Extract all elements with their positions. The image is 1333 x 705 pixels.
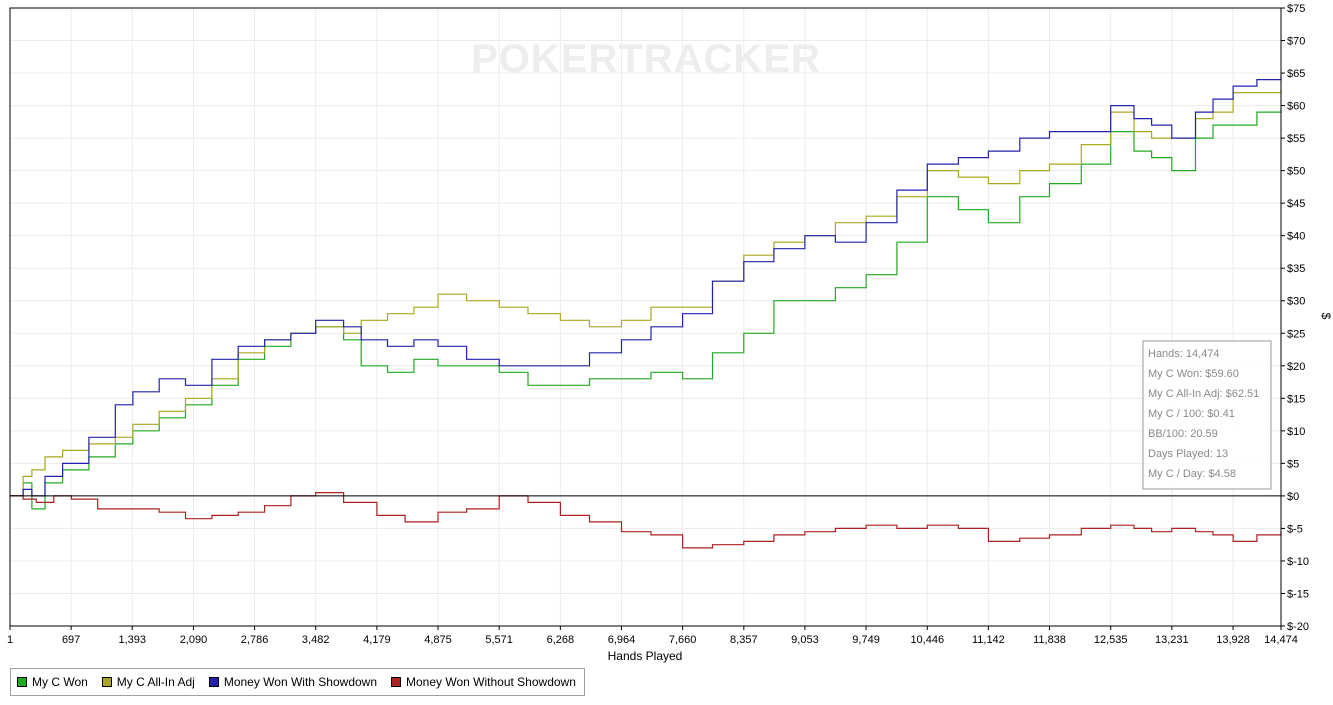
series-line-money-won-without-showdown (10, 492, 1282, 549)
x-tick-label: 2,090 (180, 634, 208, 646)
legend-swatch-green (17, 677, 27, 687)
stats-box: Hands: 14,474 My C Won: $59.60 My C All-… (1142, 340, 1272, 490)
legend-label: My C All-In Adj (116, 675, 195, 689)
x-tick-label: 3,482 (302, 634, 330, 646)
x-axis: 1 697 1,393 2,090 2,786 3,482 4,179 4,875 5,571 6… (7, 626, 1298, 646)
x-tick-label: 9,749 (852, 634, 880, 646)
stats-my-c-won: My C Won: $59.60 (1148, 368, 1239, 380)
y-tick-label: $-15 (1287, 588, 1309, 600)
legend-swatch-blue (208, 677, 219, 687)
y-tick-label: $55 (1287, 133, 1305, 145)
legend-item-with-showdown[interactable]: Money Won With Showdown (208, 675, 378, 689)
chart-legend: My C Won My C All-In Adj Money Won With … (10, 668, 585, 696)
x-tick-label: 4,179 (363, 634, 391, 646)
stats-days-played: Days Played: 13 (1148, 448, 1228, 460)
x-tick-label: 11,142 (972, 634, 1005, 646)
legend-swatch-olive (101, 677, 112, 687)
y-tick-label: $15 (1287, 393, 1305, 405)
x-tick-label: 1 (7, 634, 13, 646)
legend-label: Money Won With Showdown (223, 675, 378, 689)
y-tick-label: $20 (1287, 361, 1305, 373)
x-tick-label: 14,474 (1264, 634, 1298, 646)
y-axis-title: $ (1319, 313, 1333, 320)
y-tick-label: $70 (1287, 36, 1305, 48)
stats-all-in-adj: My C All-In Adj: $62.51 (1148, 388, 1259, 400)
legend-label: Money Won Without Showdown (406, 675, 576, 689)
y-tick-label: $-20 (1287, 621, 1309, 633)
series-line-money-won-with-showdown (10, 76, 1282, 497)
pokertracker-watermark: POKERTRACKER (471, 37, 821, 81)
x-axis-title: Hands Played (608, 649, 683, 663)
x-tick-label: 9,053 (791, 634, 819, 646)
y-tick-label: $40 (1287, 231, 1305, 243)
x-tick-label: 8,357 (730, 634, 758, 646)
legend-item-without-showdown[interactable]: Money Won Without Showdown (391, 675, 576, 689)
stats-box-frame (1142, 340, 1272, 490)
x-tick-label: 13,231 (1155, 634, 1189, 646)
x-tick-label: 2,786 (241, 634, 269, 646)
series-lines (10, 76, 1282, 549)
y-tick-label: $-5 (1287, 523, 1303, 535)
stats-bb-per-100: BB/100: 20.59 (1148, 428, 1218, 440)
x-tick-label: 12,535 (1094, 634, 1128, 646)
y-tick-label: $30 (1287, 296, 1305, 308)
x-tick-label: 4,875 (424, 634, 452, 646)
x-tick-label: 11,838 (1033, 634, 1066, 646)
legend-label: My C Won (32, 675, 88, 689)
y-tick-label: $5 (1287, 458, 1299, 470)
x-tick-label: 5,571 (485, 634, 513, 646)
x-tick-label: 6,268 (547, 634, 575, 646)
legend-item-all-in-adj[interactable]: My C All-In Adj (101, 675, 195, 689)
legend-swatch-red (391, 677, 402, 687)
y-tick-label: $10 (1287, 426, 1305, 438)
series-line-my-c-all-in-adj (10, 89, 1282, 497)
y-tick-label: $50 (1287, 166, 1305, 178)
stats-hands: Hands: 14,474 (1148, 348, 1220, 360)
x-tick-label: 13,928 (1216, 634, 1250, 646)
stats-my-c-per-day: My C / Day: $4.58 (1148, 468, 1236, 480)
x-tick-label: 1,393 (118, 634, 146, 646)
series-line-my-c-won (10, 108, 1282, 510)
y-tick-label: $25 (1287, 328, 1305, 340)
y-tick-label: $0 (1287, 491, 1299, 503)
y-tick-label: $45 (1287, 198, 1305, 210)
legend-item-my-c-won[interactable]: My C Won (17, 675, 88, 689)
grid-lines (9, 7, 1282, 627)
plot-frame (9, 7, 1282, 627)
y-tick-label: $60 (1287, 101, 1305, 113)
y-tick-label: $65 (1287, 68, 1305, 80)
x-tick-label: 7,660 (669, 634, 697, 646)
y-axis: $75 $70 $65 $60 $55 $50 $45 $40 $35 $30 $25 $20 $15 $… (1281, 3, 1309, 633)
y-tick-label: $75 (1287, 3, 1305, 15)
x-tick-label: 10,446 (910, 634, 944, 646)
x-tick-label: 697 (62, 634, 80, 646)
stats-my-c-per-100: My C / 100: $0.41 (1148, 408, 1235, 420)
x-tick-label: 6,964 (608, 634, 636, 646)
y-tick-label: $-10 (1287, 556, 1309, 568)
y-tick-label: $35 (1287, 263, 1305, 275)
